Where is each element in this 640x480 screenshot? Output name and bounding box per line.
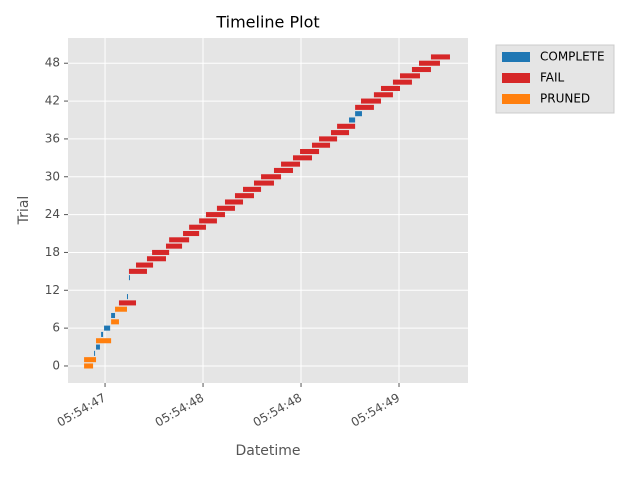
trial-bar xyxy=(355,104,374,110)
trial-bar xyxy=(183,230,200,237)
x-tick-label: 05:54:49 xyxy=(349,391,403,430)
trial-bar xyxy=(101,331,104,337)
trial-bar xyxy=(392,79,412,85)
trial-bar xyxy=(331,130,350,136)
trial-bar xyxy=(96,338,112,344)
trial-bar xyxy=(300,149,320,155)
trial-bar xyxy=(115,306,127,312)
legend-label: PRUNED xyxy=(540,92,590,106)
trial-bar xyxy=(152,249,170,255)
x-tick-label: 05:54:48 xyxy=(251,391,305,430)
y-tick-label: 36 xyxy=(45,131,60,145)
trial-bar xyxy=(419,60,440,66)
trial-bar xyxy=(311,142,331,148)
y-axis-label: Trial xyxy=(16,196,32,226)
trial-bar xyxy=(292,155,312,161)
legend-swatch xyxy=(502,52,530,62)
trial-bar xyxy=(360,98,381,104)
trial-bar xyxy=(128,268,147,274)
trial-bar xyxy=(205,212,225,218)
trial-bar xyxy=(337,123,356,129)
legend-swatch xyxy=(502,94,530,104)
trial-bar xyxy=(399,73,420,79)
trial-bar xyxy=(349,117,356,123)
trial-bar xyxy=(281,161,301,167)
trial-bar xyxy=(261,174,282,180)
trial-bar xyxy=(216,205,235,211)
y-tick-label: 30 xyxy=(45,169,60,183)
trial-bar xyxy=(273,167,293,173)
trial-bar xyxy=(234,193,254,199)
legend-label: FAIL xyxy=(540,71,565,85)
trial-bar xyxy=(355,111,362,117)
trial-bar xyxy=(430,54,450,60)
trial-bar xyxy=(126,294,128,300)
legend-label: COMPLETE xyxy=(540,50,605,64)
y-tick-label: 24 xyxy=(45,207,60,221)
y-tick-label: 0 xyxy=(52,358,60,372)
trial-bar xyxy=(96,344,100,350)
trial-bar xyxy=(84,357,97,363)
trial-bar xyxy=(111,319,119,325)
trial-bar xyxy=(243,186,262,192)
trial-bar xyxy=(84,363,94,369)
trial-bar xyxy=(136,262,154,268)
x-axis-label: Datetime xyxy=(235,443,300,459)
trial-bar xyxy=(165,243,183,249)
x-tick-label: 05:54:47 xyxy=(55,391,109,430)
trial-bar xyxy=(146,256,166,262)
y-tick-label: 48 xyxy=(45,56,60,70)
trial-bar xyxy=(104,325,111,331)
legend-swatch xyxy=(502,73,530,83)
plot-area xyxy=(68,38,468,383)
y-tick-label: 18 xyxy=(45,245,60,259)
trial-bar xyxy=(118,300,137,306)
trial-bar xyxy=(111,312,116,319)
x-tick-label: 05:54:48 xyxy=(153,391,207,430)
trial-bar xyxy=(128,275,130,281)
trial-bar xyxy=(373,92,393,98)
trial-bar xyxy=(199,218,217,224)
y-tick-label: 42 xyxy=(45,94,60,108)
trial-bar xyxy=(224,199,244,205)
trial-bar xyxy=(253,180,274,186)
y-tick-label: 6 xyxy=(52,321,60,335)
trial-bar xyxy=(380,85,400,91)
y-tick-label: 12 xyxy=(45,283,60,297)
trial-bar xyxy=(319,136,338,142)
chart-title: Timeline Plot xyxy=(215,13,319,32)
trial-bar xyxy=(169,237,190,243)
trial-bar xyxy=(189,224,206,230)
trial-bar xyxy=(411,67,431,73)
trial-bar xyxy=(94,350,96,356)
